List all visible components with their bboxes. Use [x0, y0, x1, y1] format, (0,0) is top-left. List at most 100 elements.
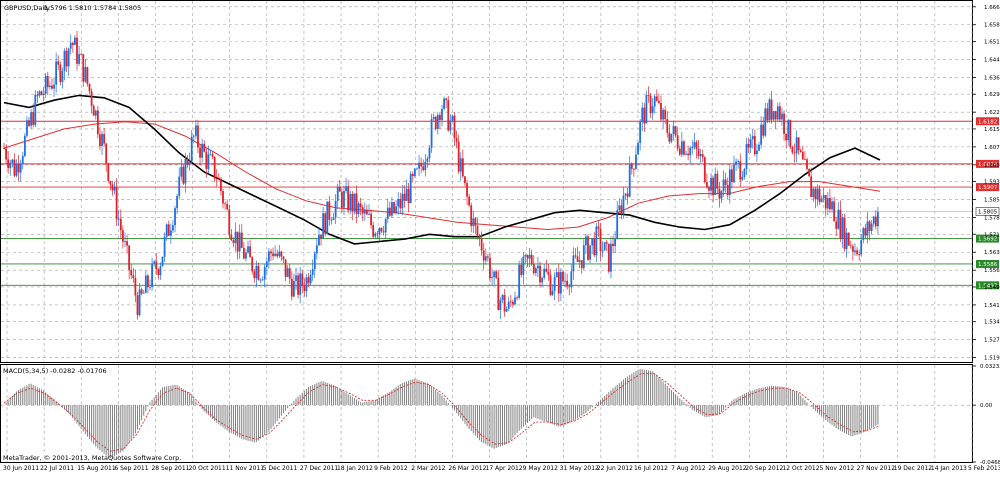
candle-body: [643, 107, 646, 124]
candle-body: [76, 37, 78, 64]
candle-body: [113, 186, 116, 191]
candle-body: [117, 218, 120, 220]
candle-body: [787, 120, 790, 141]
candle-body: [864, 228, 867, 236]
candle-body: [801, 152, 804, 160]
candle-body: [735, 161, 737, 165]
candle-body: [23, 135, 26, 156]
x-tick-label: 2 Mar 2012: [411, 465, 445, 472]
candle-body: [263, 266, 266, 280]
candle-body: [119, 218, 122, 231]
candle-body: [134, 278, 137, 296]
candle-body: [51, 85, 53, 89]
candle-body: [228, 209, 231, 235]
x-tick-label: 27 Dec 2011: [300, 465, 339, 472]
candle-body: [741, 176, 744, 180]
candle-body: [622, 195, 625, 215]
candle-body: [668, 132, 671, 142]
candle-body: [82, 54, 85, 82]
candle-body: [632, 168, 635, 170]
candle-body: [313, 253, 316, 269]
candle-body: [420, 162, 423, 167]
candle-body: [559, 271, 562, 294]
horizontal-levels: 1.6182 1.6004 1.5907 1.5692 1.5586 1.5497 1.58…: [1, 117, 1000, 290]
candle-body: [495, 271, 498, 278]
candle-body: [172, 225, 174, 231]
candle-body: [328, 201, 331, 220]
x-tick-label: 9 May 2012: [523, 465, 558, 472]
candle-body: [26, 120, 28, 136]
candle-body: [9, 162, 12, 169]
x-tick-label: 16 Jul 2012: [634, 465, 668, 472]
x-tick-label: 5 Feb 2013: [968, 465, 1000, 472]
candle-body: [566, 280, 569, 287]
x-tick-label: 5 Dec 2011: [263, 465, 298, 472]
level-label: 1.6182: [978, 119, 997, 125]
candle-body: [578, 260, 581, 262]
candle-body: [40, 91, 43, 96]
y-tick-label: 1.5930: [984, 180, 1000, 186]
candle-body: [762, 124, 765, 136]
x-tick-label: 20 Sep 2012: [745, 465, 783, 472]
candle-body: [411, 173, 414, 177]
resistance-level-tag: [976, 183, 999, 192]
candle-body: [683, 141, 685, 155]
candle-body: [322, 213, 325, 239]
candle-body: [591, 238, 594, 246]
candle-body: [543, 268, 546, 278]
candle-body: [468, 196, 471, 206]
candle-body: [526, 255, 529, 259]
candle-body: [664, 109, 667, 120]
candle-body: [94, 110, 97, 116]
candle-body: [845, 232, 848, 249]
candle-body: [720, 190, 723, 199]
candle-body: [67, 48, 70, 67]
candle-body: [161, 256, 164, 267]
candle-body: [833, 201, 836, 222]
candle-body: [791, 147, 794, 153]
candle-body: [90, 91, 93, 106]
candle-body: [829, 198, 831, 210]
ohlc-label: 1.5796 1.5810 1.5784 1.5805: [44, 4, 141, 12]
candle-body: [774, 111, 777, 120]
candle-body: [307, 277, 310, 284]
y-tick-label: 1.5780: [984, 216, 1000, 222]
candle-body: [776, 106, 779, 120]
grid: [1, 1, 973, 462]
candle-body: [491, 277, 493, 279]
candle-body: [297, 275, 299, 295]
candle-body: [737, 161, 740, 162]
candle-body: [169, 230, 172, 236]
candle-body: [5, 148, 7, 160]
candle-body: [831, 201, 833, 210]
candle-body: [614, 238, 617, 247]
candle-body: [545, 268, 548, 272]
candle-body: [147, 275, 149, 288]
candle-body: [862, 228, 865, 240]
candle-body: [818, 188, 821, 202]
candle-body: [295, 275, 297, 281]
candle-body: [541, 277, 544, 283]
candle-body: [570, 271, 573, 288]
candle-body: [249, 246, 252, 258]
candle-body: [580, 260, 583, 269]
candle-body: [624, 193, 627, 196]
candle-body: [505, 308, 508, 312]
candle-body: [234, 231, 237, 244]
candle-body: [589, 245, 591, 260]
candle-body: [416, 168, 418, 170]
level-label: 1.6004: [978, 162, 998, 168]
candle-body: [407, 188, 410, 203]
x-tick-label: 27 Nov 2012: [857, 465, 896, 472]
candle-body: [176, 195, 179, 209]
candle-body: [288, 268, 291, 279]
candle-body: [826, 198, 829, 209]
fast-ma-line: [3, 121, 881, 231]
candle-body: [332, 217, 335, 220]
candle-body: [493, 271, 496, 278]
candle-body: [368, 213, 370, 215]
candle-body: [207, 154, 210, 169]
candle-body: [743, 169, 746, 177]
candle-body: [19, 164, 22, 173]
